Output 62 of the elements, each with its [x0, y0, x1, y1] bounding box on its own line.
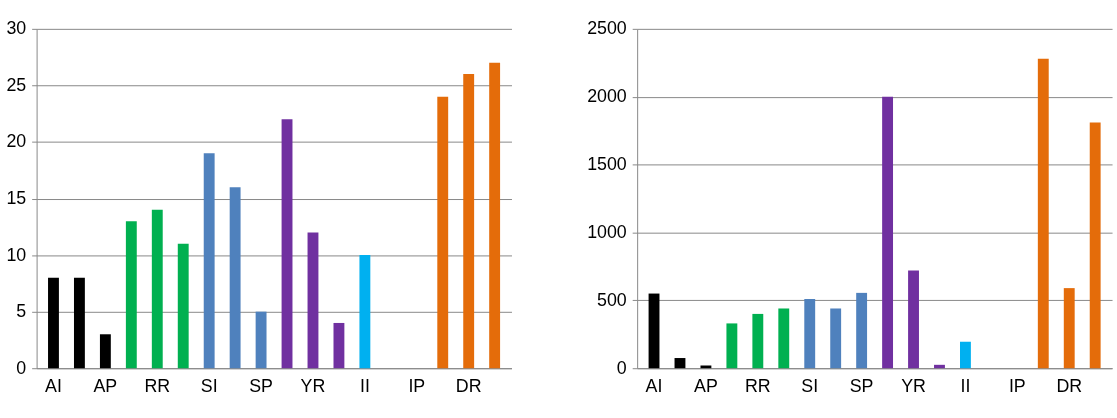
y-tick-label: 25	[6, 74, 27, 95]
bar	[1037, 58, 1049, 369]
y-tick-label: 20	[6, 131, 27, 152]
y-tick-label: 2500	[587, 18, 627, 39]
bar	[700, 365, 712, 369]
bar	[125, 221, 137, 369]
bar	[281, 119, 293, 369]
x-tick-label: AI	[645, 376, 663, 397]
bar	[674, 358, 686, 369]
y-tick-label: 0	[616, 357, 627, 378]
x-tick-label: AP	[694, 376, 718, 397]
bar	[437, 96, 449, 369]
y-tick-label: 15	[6, 187, 27, 208]
x-tick-label: II	[960, 376, 971, 397]
bar	[882, 96, 894, 369]
bar	[856, 292, 868, 369]
x-tick-label: SP	[249, 376, 273, 397]
bar	[99, 334, 111, 369]
y-tick-label: 30	[6, 18, 27, 39]
bar	[908, 270, 919, 369]
bar	[255, 311, 267, 369]
bar	[752, 313, 764, 369]
bar	[229, 187, 241, 369]
y-tick-label: 10	[6, 244, 27, 265]
bar	[830, 308, 842, 369]
x-tick-label: RR	[144, 376, 171, 397]
x-tick-label: SI	[200, 376, 218, 397]
bar	[177, 243, 189, 369]
x-tick-label: IP	[408, 376, 426, 397]
bar	[1089, 122, 1101, 369]
y-tick-label: 500	[597, 289, 627, 310]
bar	[73, 277, 85, 369]
bar	[333, 322, 345, 369]
x-tick-label: AP	[93, 376, 118, 397]
bar	[489, 62, 501, 369]
x-tick-label: DR	[455, 376, 482, 397]
bar	[359, 255, 371, 369]
bar	[1063, 288, 1075, 369]
y-tick-label: 5	[16, 301, 27, 322]
x-tick-label: YR	[901, 376, 927, 397]
x-tick-label: DR	[1056, 376, 1083, 397]
bar	[726, 323, 738, 369]
y-tick-label: 1000	[587, 221, 627, 242]
y-tick-label: 1500	[587, 154, 627, 175]
bar	[151, 209, 163, 369]
bar	[463, 74, 475, 369]
y-tick-label: 2000	[587, 86, 627, 107]
bar	[959, 341, 971, 369]
x-tick-label: IP	[1008, 376, 1026, 397]
bar	[778, 308, 790, 369]
x-tick-label: II	[359, 376, 370, 397]
x-tick-label: YR	[300, 376, 326, 397]
bar	[203, 153, 215, 369]
bar	[804, 298, 816, 369]
x-tick-label: SP	[849, 376, 874, 397]
x-tick-label: AI	[45, 376, 62, 397]
x-tick-label: RR	[744, 376, 771, 397]
x-tick-label: SI	[801, 376, 819, 397]
y-tick-label: 0	[16, 357, 27, 378]
bar	[648, 293, 660, 369]
bar	[307, 232, 319, 369]
bar	[48, 277, 59, 369]
